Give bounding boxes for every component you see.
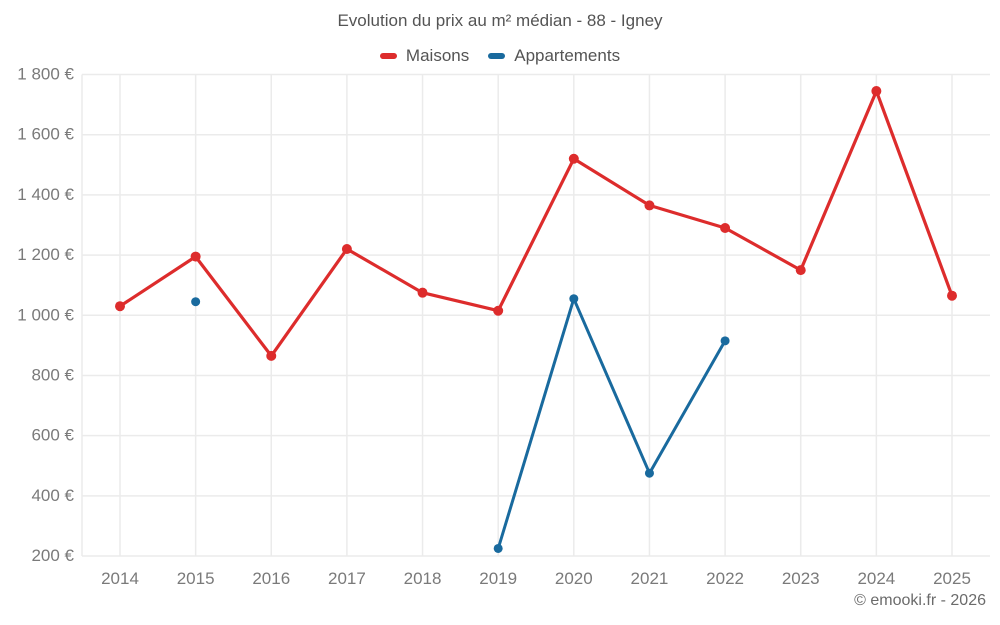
appartements-legend-label: Appartements xyxy=(514,46,621,65)
maisons-point-2017[interactable] xyxy=(341,244,352,255)
maisons-point-2014[interactable] xyxy=(115,301,125,312)
y-axis-label: 1 800 € xyxy=(17,65,74,84)
y-axis-label: 800 € xyxy=(31,365,74,384)
maisons-point-2015[interactable] xyxy=(190,251,201,262)
x-axis-label: 2022 xyxy=(706,569,744,588)
x-axis-label: 2020 xyxy=(555,569,593,588)
maisons-swatch xyxy=(379,53,397,59)
y-axis-label: 1 400 € xyxy=(17,185,74,204)
maisons-line xyxy=(118,89,954,358)
maisons-point-2018[interactable] xyxy=(417,287,428,298)
attribution: © emooki.fr - 2026 xyxy=(854,592,986,609)
appartements-point-2015[interactable] xyxy=(191,297,201,307)
maisons-point-2020[interactable] xyxy=(568,153,579,164)
x-axis-label: 2025 xyxy=(933,569,971,588)
x-axis-label: 2024 xyxy=(857,569,895,588)
maisons-point-2016[interactable] xyxy=(266,350,277,361)
maisons-legend-label: Maisons xyxy=(405,46,470,65)
chart-title: Evolution du prix au m² médian - 88 - Ig… xyxy=(337,11,663,30)
x-axis-label: 2021 xyxy=(631,569,669,588)
y-axis-label: 600 € xyxy=(31,426,74,445)
x-axis-label: 2014 xyxy=(101,569,139,588)
legend-item-appartements[interactable]: Appartements xyxy=(488,46,620,66)
maisons-point-2022[interactable] xyxy=(720,222,731,233)
x-axis-label: 2015 xyxy=(177,569,215,588)
legend-item-maisons[interactable]: Maisons xyxy=(379,46,470,66)
appartements-point-2020[interactable] xyxy=(569,294,579,304)
x-axis-label: 2018 xyxy=(404,569,442,588)
y-axis-label: 200 € xyxy=(31,546,74,565)
maisons-point-2019[interactable] xyxy=(493,305,504,316)
appartements-line xyxy=(496,297,727,550)
appartements-swatch xyxy=(488,53,506,59)
maisons-point-2021[interactable] xyxy=(644,200,655,211)
appartements-point-2019[interactable] xyxy=(493,543,503,553)
x-axis-label: 2016 xyxy=(252,569,290,588)
x-axis-label: 2023 xyxy=(782,569,820,588)
y-axis-label: 1 200 € xyxy=(17,245,74,264)
x-axis-label: 2017 xyxy=(328,569,366,588)
appartements-point-2022[interactable] xyxy=(720,336,730,346)
appartements-point-2021[interactable] xyxy=(644,468,654,478)
x-axis-label: 2019 xyxy=(479,569,517,588)
y-axis-label: 1 000 € xyxy=(17,305,74,324)
maisons-point-2024[interactable] xyxy=(871,86,882,97)
y-axis-label: 1 600 € xyxy=(17,125,74,144)
y-axis-label: 400 € xyxy=(31,486,74,505)
maisons-point-2023[interactable] xyxy=(795,265,806,276)
legend: Maisons Appartements xyxy=(0,46,1000,66)
maisons-point-2025[interactable] xyxy=(947,290,957,301)
